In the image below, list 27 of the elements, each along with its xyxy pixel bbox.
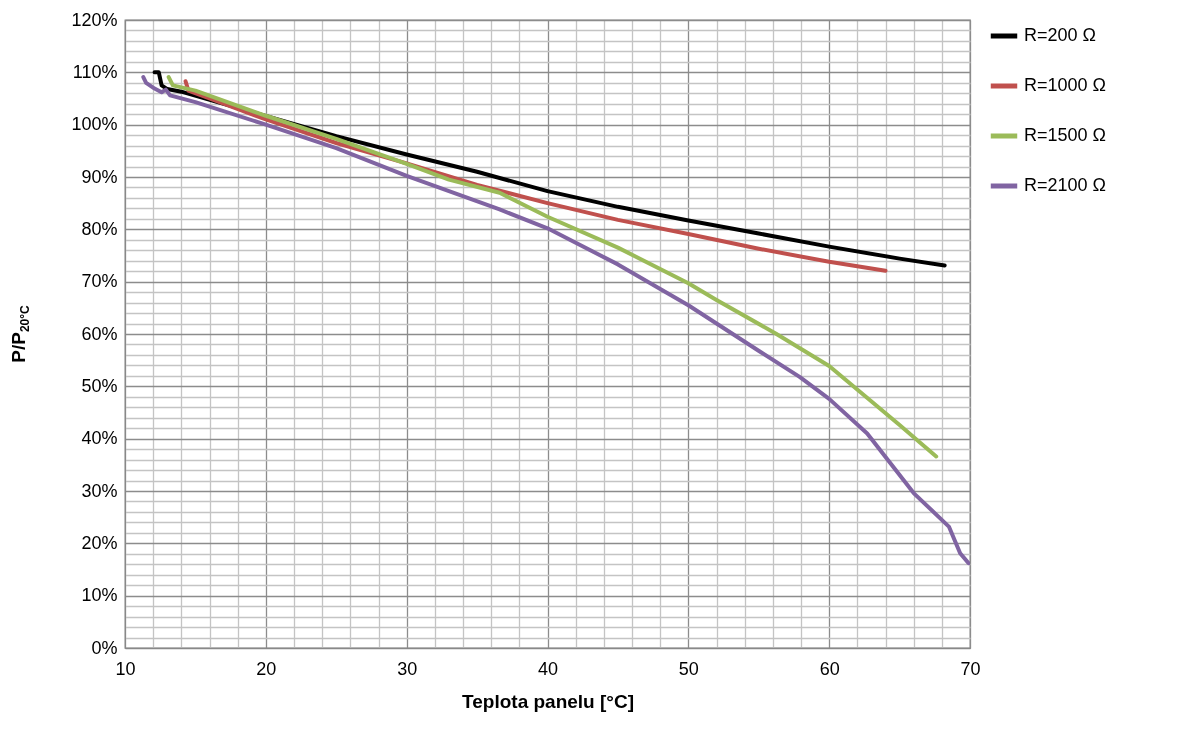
legend-label: R=2100 Ω	[1024, 175, 1107, 195]
y-tick-label: 0%	[91, 637, 118, 658]
line-series	[166, 75, 939, 459]
x-tick-label: 60	[819, 658, 840, 679]
y-tick-label: 70%	[81, 271, 118, 292]
y-tick-label: 110%	[72, 61, 118, 82]
legend-label: R=1500 Ω	[1024, 125, 1107, 145]
y-tick-label: 120%	[71, 9, 118, 30]
x-tick-label: 70	[960, 658, 981, 679]
y-tick-label: 20%	[81, 532, 118, 553]
x-tick-label: 20	[256, 658, 277, 679]
x-tick-label: 50	[678, 658, 699, 679]
y-tick-label: 60%	[81, 323, 118, 344]
y-tick-label: 100%	[71, 114, 118, 135]
legend-label: R=1000 Ω	[1024, 75, 1107, 95]
y-tick-label: 30%	[81, 480, 118, 501]
x-axis-title: Teplota panelu [°C]	[462, 690, 634, 712]
y-tick-label: 90%	[81, 166, 118, 187]
y-tick-label: 10%	[81, 585, 118, 606]
x-tick-label: 40	[537, 658, 559, 679]
y-tick-label: 40%	[81, 428, 118, 449]
y-tick-label: 80%	[81, 218, 118, 239]
legend-label: R=200 Ω	[1024, 25, 1096, 45]
y-tick-label: 50%	[81, 375, 118, 396]
x-tick-label: 30	[397, 658, 418, 679]
x-tick-label: 10	[115, 658, 136, 679]
line-series	[141, 75, 970, 566]
